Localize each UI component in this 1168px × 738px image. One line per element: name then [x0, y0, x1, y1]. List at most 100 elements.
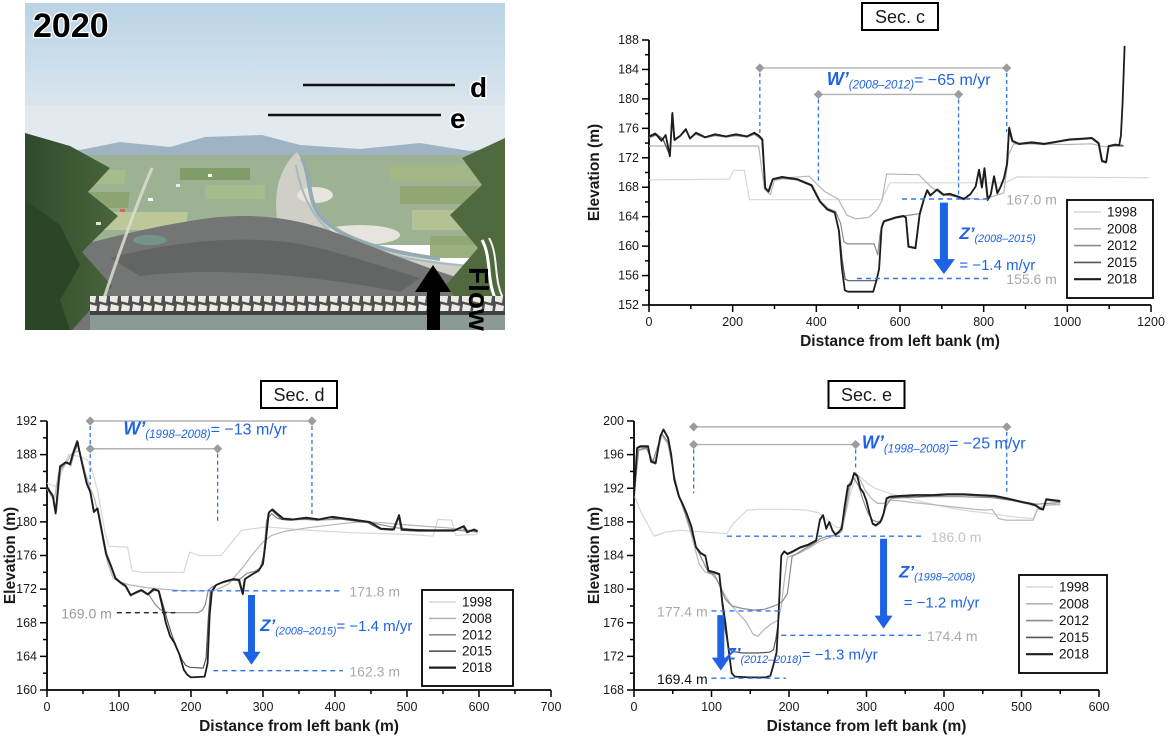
y-tick-label: 184: [16, 481, 37, 495]
flow-arrow: Flow: [415, 265, 494, 331]
y-tick-label: 196: [603, 448, 624, 462]
width-marker-diamond-icon: [213, 444, 223, 454]
x-axis-title: Distance from left bank (m): [767, 718, 967, 735]
annotations: W’(1998–2008)= −25 m/yr 186.0 m 174.4 m Z’(…: [657, 422, 1026, 687]
y-tick-label: 180: [603, 582, 624, 596]
y-tick-label: 180: [16, 515, 37, 529]
x-tick-label: 200: [181, 700, 202, 714]
y-tick-label: 176: [603, 616, 624, 630]
photo-panel: d e 2020 Flow: [0, 0, 584, 360]
aerial-photo: d e 2020 Flow: [25, 3, 505, 331]
y-tick-label: 164: [16, 649, 37, 663]
y-tick-label: 172: [16, 582, 37, 596]
x-tick-label: 0: [44, 700, 51, 714]
flow-label: Flow: [463, 267, 494, 331]
rate-annotation: Z’(1998–2008): [898, 562, 975, 583]
y-tick-label: 172: [603, 649, 624, 663]
level-label: = −1.4 m/yr: [959, 257, 1035, 274]
x-tick-label: 100: [701, 700, 722, 714]
level-label: 169.4 m: [657, 671, 708, 687]
width-marker-diamond-icon: [851, 439, 861, 450]
legend-label-2012: 2012: [1107, 238, 1137, 253]
series-line-2018: [633, 428, 1061, 679]
series-line-2008: [633, 434, 1061, 637]
width-marker-diamond-icon: [307, 416, 317, 426]
level-label: 174.4 m: [927, 628, 978, 644]
level-label: 171.8 m: [349, 583, 400, 599]
x-tick-label: 400: [325, 700, 346, 714]
annotations: W’(2008–2012)= −65 m/yr 167.0 m 155.6 m Z’(…: [755, 63, 1057, 287]
legend-label-2012: 2012: [462, 627, 492, 642]
x-tick-label: 600: [469, 700, 490, 714]
photo-pond: [133, 235, 167, 245]
series-line-2012: [46, 443, 478, 614]
erosion-arrowhead-icon: [932, 259, 955, 275]
rate-annotation: W’(2008–2012)= −65 m/yr: [827, 69, 991, 92]
y-tick-label: 188: [618, 33, 639, 47]
x-axis-title: Distance from left bank (m): [800, 333, 1000, 350]
series-line-1998: [648, 169, 1150, 201]
x-tick-label: 700: [541, 700, 562, 714]
y-tick-label: 188: [16, 448, 37, 462]
chart-sec_c: 0 200 400 600 800 1000 1200 152 156 160 164 168 172 1…: [586, 2, 1165, 350]
legend-label-2012: 2012: [1059, 613, 1089, 628]
series-line-2012: [633, 432, 1061, 611]
width-marker-diamond-icon: [85, 444, 95, 454]
x-tick-label: 600: [890, 315, 911, 329]
width-marker-diamond-icon: [689, 422, 699, 432]
photo-left-ridge: [25, 200, 80, 330]
y-tick-label: 192: [603, 481, 624, 495]
y-tick-label: 172: [618, 151, 639, 165]
x-tick-label: 400: [934, 700, 955, 714]
width-marker-diamond-icon: [1002, 63, 1012, 73]
rate-annotation: Z’(2008–2015)= −1.4 m/yr: [259, 616, 412, 637]
x-tick-label: 500: [397, 700, 418, 714]
photo-chute: [480, 239, 498, 301]
chart-sec_d: 0 100 200 300 400 500 600 700 160 164 168 172 176 180…: [2, 380, 562, 735]
legend-label-1998: 1998: [462, 595, 492, 610]
width-marker-diamond-icon: [813, 89, 824, 100]
y-tick-label: 176: [618, 121, 639, 135]
y-tick-label: 164: [618, 210, 639, 224]
chart-title: Sec. e: [827, 380, 906, 409]
y-tick-label: 184: [618, 62, 639, 76]
level-label: 186.0 m: [931, 529, 982, 545]
rate-annotation: Z’(2008–2015): [958, 224, 1035, 245]
level-label: 162.3 m: [349, 663, 400, 679]
chart-panel-sec-c: 0 200 400 600 800 1000 1200 152 156 160 164 168 172 1…: [584, 0, 1168, 360]
chart-panel-sec-d: 0 100 200 300 400 500 600 700 160 164 168 172 176 180…: [0, 378, 584, 738]
annotations: W’(1998–2008)= −13 m/yr 171.8 m 169.0 m 162…: [61, 416, 412, 679]
width-marker-diamond-icon: [85, 416, 95, 426]
photo-chute-2: [488, 237, 504, 299]
erosion-arrowhead-icon: [874, 615, 893, 629]
y-tick-label: 184: [603, 549, 624, 563]
photo-year-label: 2020: [33, 7, 109, 45]
x-tick-label: 600: [1089, 700, 1110, 714]
series-line-2018: [648, 45, 1126, 293]
legend-label-2015: 2015: [462, 644, 492, 659]
level-label: 155.6 m: [1006, 271, 1057, 287]
y-tick-label: 160: [618, 239, 639, 253]
x-tick-label: 200: [779, 700, 800, 714]
y-tick-label: 168: [16, 616, 37, 630]
flow-arrow-shaft: [427, 289, 440, 330]
y-axis-title: Elevation (m): [2, 507, 19, 604]
y-tick-label: 152: [618, 298, 639, 312]
y-axis-title: Elevation (m): [586, 507, 603, 604]
chart-title: Sec. c: [861, 2, 939, 31]
series-line-1998: [46, 453, 478, 573]
section-label-d: d: [470, 72, 487, 103]
chart-title-text: Sec. e: [841, 385, 892, 405]
legend-label-2018: 2018: [1107, 272, 1137, 287]
level-label: 169.0 m: [61, 605, 112, 621]
y-tick-label: 180: [618, 92, 639, 106]
x-axis-title: Distance from left bank (m): [199, 718, 399, 735]
chart-title: Sec. d: [260, 380, 338, 409]
photo-sediment-dark: [110, 239, 420, 292]
width-marker-diamond-icon: [689, 439, 699, 450]
y-axis-title: Elevation (m): [586, 124, 603, 221]
y-tick-label: 168: [618, 180, 639, 194]
